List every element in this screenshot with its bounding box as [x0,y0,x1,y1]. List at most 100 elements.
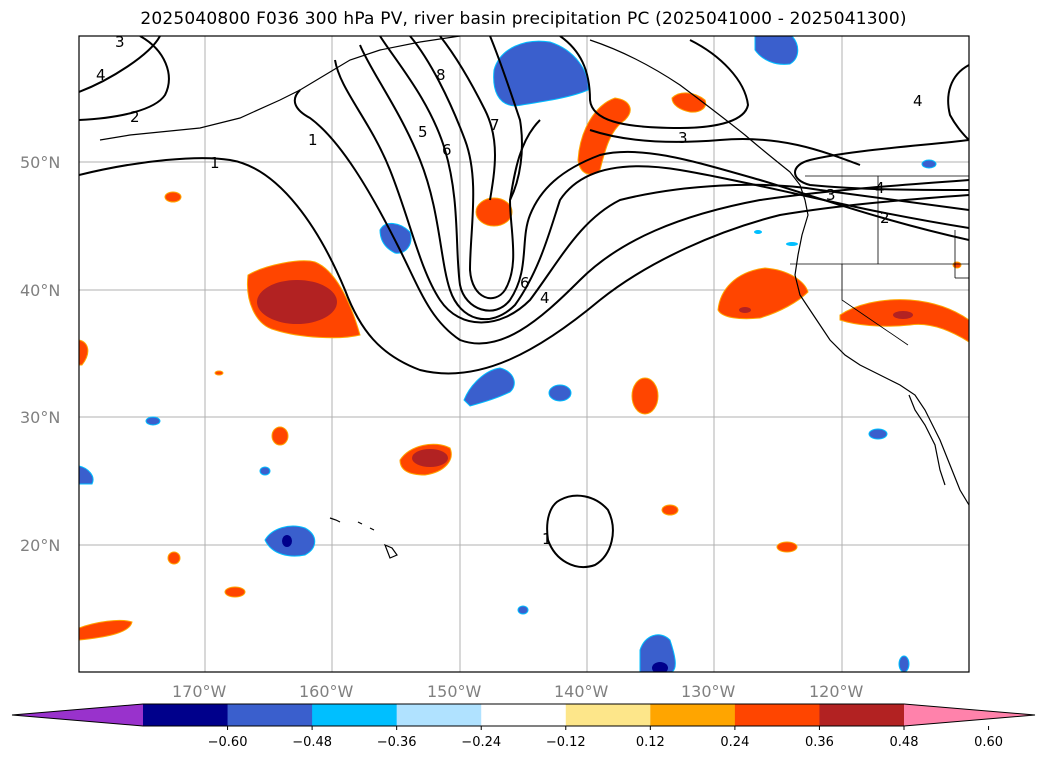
precip-negative-region [379,223,412,254]
colorbar-segment [819,704,905,726]
precip-positive-region [79,339,89,366]
contour-label: 4 [875,179,885,197]
colorbar-segment [734,704,820,726]
pv-contour [589,129,861,166]
precip-positive-region [214,370,224,376]
precip-positive-region [164,191,182,203]
contour-label: 3 [826,186,836,204]
precip-negative-region [548,384,572,402]
pv-contour [947,64,969,141]
contour-label: 1 [210,154,220,172]
precip-negative-region [493,40,589,107]
pv-contour [489,36,523,201]
pv-contour [293,89,969,345]
precip-negative-region [145,416,161,426]
colorbar-extend-min [12,704,143,726]
colorbar-segment [650,704,736,726]
precip-negative-region [754,36,799,65]
map-title: 2025040800 F036 300 hPa PV, river basin … [140,9,907,29]
plot-area: 3 4 2 1 1 5 6 7 8 3 4 2 3 6 4 1 4 [79,33,969,672]
lon-label: 120°W [809,682,864,701]
contour-label: 8 [436,66,446,84]
lat-label: 40°N [20,281,60,300]
precip-negative-region [463,367,515,407]
lon-label: 140°W [554,682,609,701]
pv-contour [359,44,969,321]
contour-label: 5 [418,123,428,141]
pv-contour [546,494,614,568]
contour-label: 6 [520,274,530,292]
contour-label: 3 [678,129,688,147]
pv-contour [559,36,750,130]
precip-positive-region [475,197,513,227]
pv-contour [439,36,496,201]
precip-positive-region [631,377,659,415]
colorbar-tick-label: −0.48 [292,735,332,750]
state-borders [790,175,969,346]
pv-contour [79,36,161,93]
colorbar-tick-label: 0.48 [890,735,919,750]
contour-label: 1 [542,530,552,548]
precip-positive-region [776,541,798,553]
precip-negative-region [79,465,94,485]
colorbar-tick-label: −0.60 [208,735,248,750]
precip-positive-region [717,267,809,320]
colorbar-extend-max [904,704,1035,726]
pv-contour [334,59,969,324]
pv-contours [79,36,969,568]
pv-contour [379,36,969,312]
lon-label: 170°W [172,682,227,701]
colorbar-segment [396,704,482,726]
lat-label: 30°N [20,408,60,427]
pv-contour [79,36,170,121]
colorbar-tick-label: 0.36 [805,735,834,750]
contour-label: 4 [540,289,550,307]
precip-negative-region [259,466,271,476]
colorbar: −0.60 −0.48 −0.36 −0.24 −0.12 0.12 0.24 0.36 0.4… [11,703,1036,750]
colorbar-segment [227,704,313,726]
lat-label: 20°N [20,536,60,555]
precip-negative-region [921,159,937,169]
precip-shading [79,36,969,672]
contour-labels: 3 4 2 1 1 5 6 7 8 3 4 2 3 6 4 1 4 [96,33,923,548]
precip-positive-region [224,586,246,598]
contour-label: 7 [490,116,500,134]
colorbar-segment [312,704,398,726]
lat-label: 50°N [20,153,60,172]
colorbar-tick-label: −0.12 [546,735,586,750]
colorbar-segment [565,704,651,726]
contour-label: 1 [308,131,318,149]
lon-label: 150°W [427,682,482,701]
lon-label: 160°W [299,682,354,701]
pv-contour [79,157,969,375]
pv-contour [409,36,541,300]
lon-labels: 170°W 160°W 150°W 140°W 130°W 120°W [172,682,864,701]
plot-frame [78,35,970,673]
lat-labels: 50°N 40°N 30°N 20°N [20,153,60,555]
precip-positive-region [952,261,962,269]
colorbar-segment [143,704,229,726]
precip-positive-core [257,280,337,324]
precip-positive-region [271,426,289,446]
precip-negative-region [898,655,910,672]
precip-negative-region [868,428,888,440]
colorbar-tick-label: 0.12 [636,735,665,750]
pv-contour [794,139,969,191]
contour-label: 4 [96,66,106,84]
precip-positive-region [79,619,133,641]
lon-label: 130°W [681,682,736,701]
contour-label: 2 [880,209,890,227]
coastlines [99,36,969,559]
precip-negative-region [517,605,529,615]
colorbar-outline [11,703,1036,727]
colorbar-tick-label: 0.24 [720,735,749,750]
precip-negative-region [639,634,676,672]
contour-label: 4 [913,92,923,110]
colorbar-segment [481,704,567,726]
precip-positive-region [661,504,679,516]
contour-label: 6 [442,141,452,159]
contour-label: 3 [115,33,125,51]
precip-positive-region [167,551,181,565]
colorbar-tick-label: −0.36 [377,735,417,750]
